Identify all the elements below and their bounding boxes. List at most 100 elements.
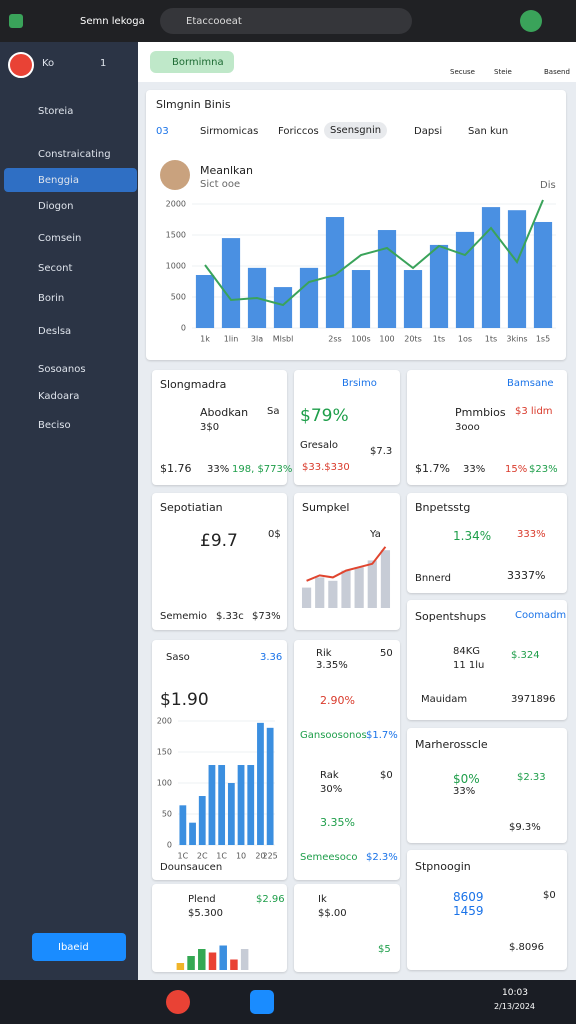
x-tick-label: 1os bbox=[458, 335, 472, 344]
card: Slongmadra Abodkan Sa 3$0 $1.76 33% 198, $773% bbox=[152, 370, 292, 485]
taskbar-app[interactable] bbox=[250, 990, 274, 1014]
nav-item[interactable]: Sosoanos bbox=[38, 364, 86, 375]
bar bbox=[367, 560, 377, 608]
card-text: $.8096 bbox=[509, 942, 544, 953]
card: Rik 3.35% 50 2.90% Gansoosonos $1.7% Rak 30% $0 3… bbox=[294, 640, 400, 880]
nav-item[interactable]: Secont bbox=[38, 263, 73, 274]
bar bbox=[208, 765, 216, 845]
nav-item[interactable]: Constraicating bbox=[38, 149, 111, 160]
bar bbox=[507, 210, 527, 328]
card-text: 3337% bbox=[507, 569, 546, 582]
card-text: Gresalo bbox=[300, 440, 339, 451]
tab[interactable]: San kun bbox=[468, 126, 509, 137]
card: Bnpetsstg 1.34% 333% Bnnerd 3337% bbox=[407, 493, 567, 593]
tab[interactable]: 1 bbox=[100, 58, 107, 69]
y-tick-label: 50 bbox=[162, 810, 172, 819]
sidebar: Ko 1 Storeia Constraicating Benggia Diogon C… bbox=[0, 42, 138, 980]
bar bbox=[240, 949, 249, 970]
x-tick-label: 100 bbox=[379, 335, 394, 344]
nav-item[interactable]: Benggia bbox=[38, 175, 79, 186]
x-tick-label: 2ss bbox=[328, 335, 341, 344]
y-tick-label: 0 bbox=[181, 324, 186, 333]
bar bbox=[341, 570, 351, 608]
action[interactable]: Steie bbox=[494, 68, 512, 76]
tab-title[interactable]: Semn lekoga bbox=[80, 16, 145, 27]
nav-item[interactable]: Storeia bbox=[38, 106, 74, 117]
card-text: Marherosscle bbox=[415, 738, 488, 751]
x-tick-label: 3la bbox=[251, 335, 263, 344]
card-text: 50 bbox=[380, 648, 393, 659]
x-tick-label: 1ts bbox=[433, 335, 445, 344]
card-text: Sumpkel bbox=[302, 501, 350, 514]
bar bbox=[227, 783, 235, 845]
line bbox=[204, 199, 544, 307]
bar bbox=[198, 796, 206, 845]
chip[interactable] bbox=[150, 51, 234, 73]
active-item bbox=[4, 168, 137, 192]
bar bbox=[266, 727, 274, 845]
card-text: Sa bbox=[267, 406, 280, 417]
card-text: 198, $773% bbox=[232, 464, 293, 475]
nav-item[interactable]: Deslsa bbox=[38, 326, 72, 337]
card-text: Semeesoco bbox=[300, 852, 358, 863]
avatar[interactable] bbox=[520, 10, 542, 32]
bar bbox=[403, 270, 423, 328]
y-tick-label: 500 bbox=[171, 293, 186, 302]
nav-item[interactable]: Diogon bbox=[38, 201, 74, 212]
bar bbox=[187, 956, 195, 970]
bar bbox=[247, 765, 255, 845]
nav-item[interactable]: Borin bbox=[38, 293, 65, 304]
action[interactable]: Secuse bbox=[450, 68, 475, 76]
x-tick-label: 1ts bbox=[485, 335, 497, 344]
bar bbox=[299, 267, 319, 328]
card-text: $5 bbox=[378, 944, 391, 955]
x-tick-label: 100s bbox=[351, 335, 370, 344]
x-tick-label: 1C bbox=[216, 852, 227, 861]
taskbar-app[interactable] bbox=[166, 990, 190, 1014]
tab[interactable]: Dapsi bbox=[414, 126, 443, 137]
app-icon bbox=[9, 14, 23, 28]
card: Marherosscle $0% $2.33 33% $9.3% bbox=[407, 728, 567, 843]
card: Stpnoogin 8609 1459 $0 $.8096 bbox=[407, 850, 567, 970]
address-bar[interactable] bbox=[160, 8, 412, 34]
bar bbox=[208, 952, 217, 970]
card-text: $2.33 bbox=[517, 772, 546, 783]
action[interactable]: Basend bbox=[544, 68, 570, 76]
y-tick-label: 150 bbox=[157, 748, 172, 757]
card-text: 1459 bbox=[453, 904, 484, 918]
bar bbox=[455, 231, 475, 328]
bar bbox=[198, 949, 206, 970]
side-button[interactable] bbox=[32, 933, 126, 961]
bar bbox=[273, 287, 293, 328]
card-text: Ik bbox=[318, 894, 327, 905]
card: Ik $$.00 $5 bbox=[294, 884, 400, 972]
card-text: Dounsaucen bbox=[160, 862, 223, 873]
nav-item[interactable]: Kadoara bbox=[38, 391, 80, 402]
bar bbox=[301, 587, 312, 608]
tab[interactable]: Foriccos bbox=[278, 126, 319, 137]
nav-item[interactable]: Comsein bbox=[38, 233, 82, 244]
card-text: $7.3 bbox=[370, 446, 393, 457]
card: Bamsane Pmmbios $3 lidm 3ooo $1.7% 33% 15% $23% bbox=[407, 370, 567, 485]
card-text: 3ooo bbox=[455, 422, 480, 433]
card-text: Rik bbox=[316, 648, 332, 659]
tab[interactable]: Ssensgnin bbox=[324, 122, 388, 139]
x-tick-label: 2C bbox=[197, 852, 208, 861]
chip-label: Bormimna bbox=[172, 57, 224, 68]
card-text: Gansoosonos bbox=[300, 730, 367, 741]
header: Bormimna Secuse Steie Basend bbox=[138, 42, 576, 82]
card: Sopentshups Coomadm 84KG 11 1lu $.324 Mauidam… bbox=[407, 600, 567, 720]
card-text: 33% bbox=[463, 464, 486, 475]
bar bbox=[257, 722, 264, 845]
card-text: 2.90% bbox=[320, 694, 355, 707]
card-text: 1.34% bbox=[453, 529, 492, 543]
x-tick-label: 1k bbox=[200, 335, 210, 344]
tab[interactable]: 03 bbox=[156, 126, 169, 137]
tab[interactable]: Sirmomicas bbox=[200, 126, 259, 137]
nav-item[interactable]: Beciso bbox=[38, 420, 71, 431]
logo bbox=[8, 52, 34, 78]
x-tick-label: 3kins bbox=[506, 335, 527, 344]
card-text: $9.3% bbox=[509, 822, 541, 833]
